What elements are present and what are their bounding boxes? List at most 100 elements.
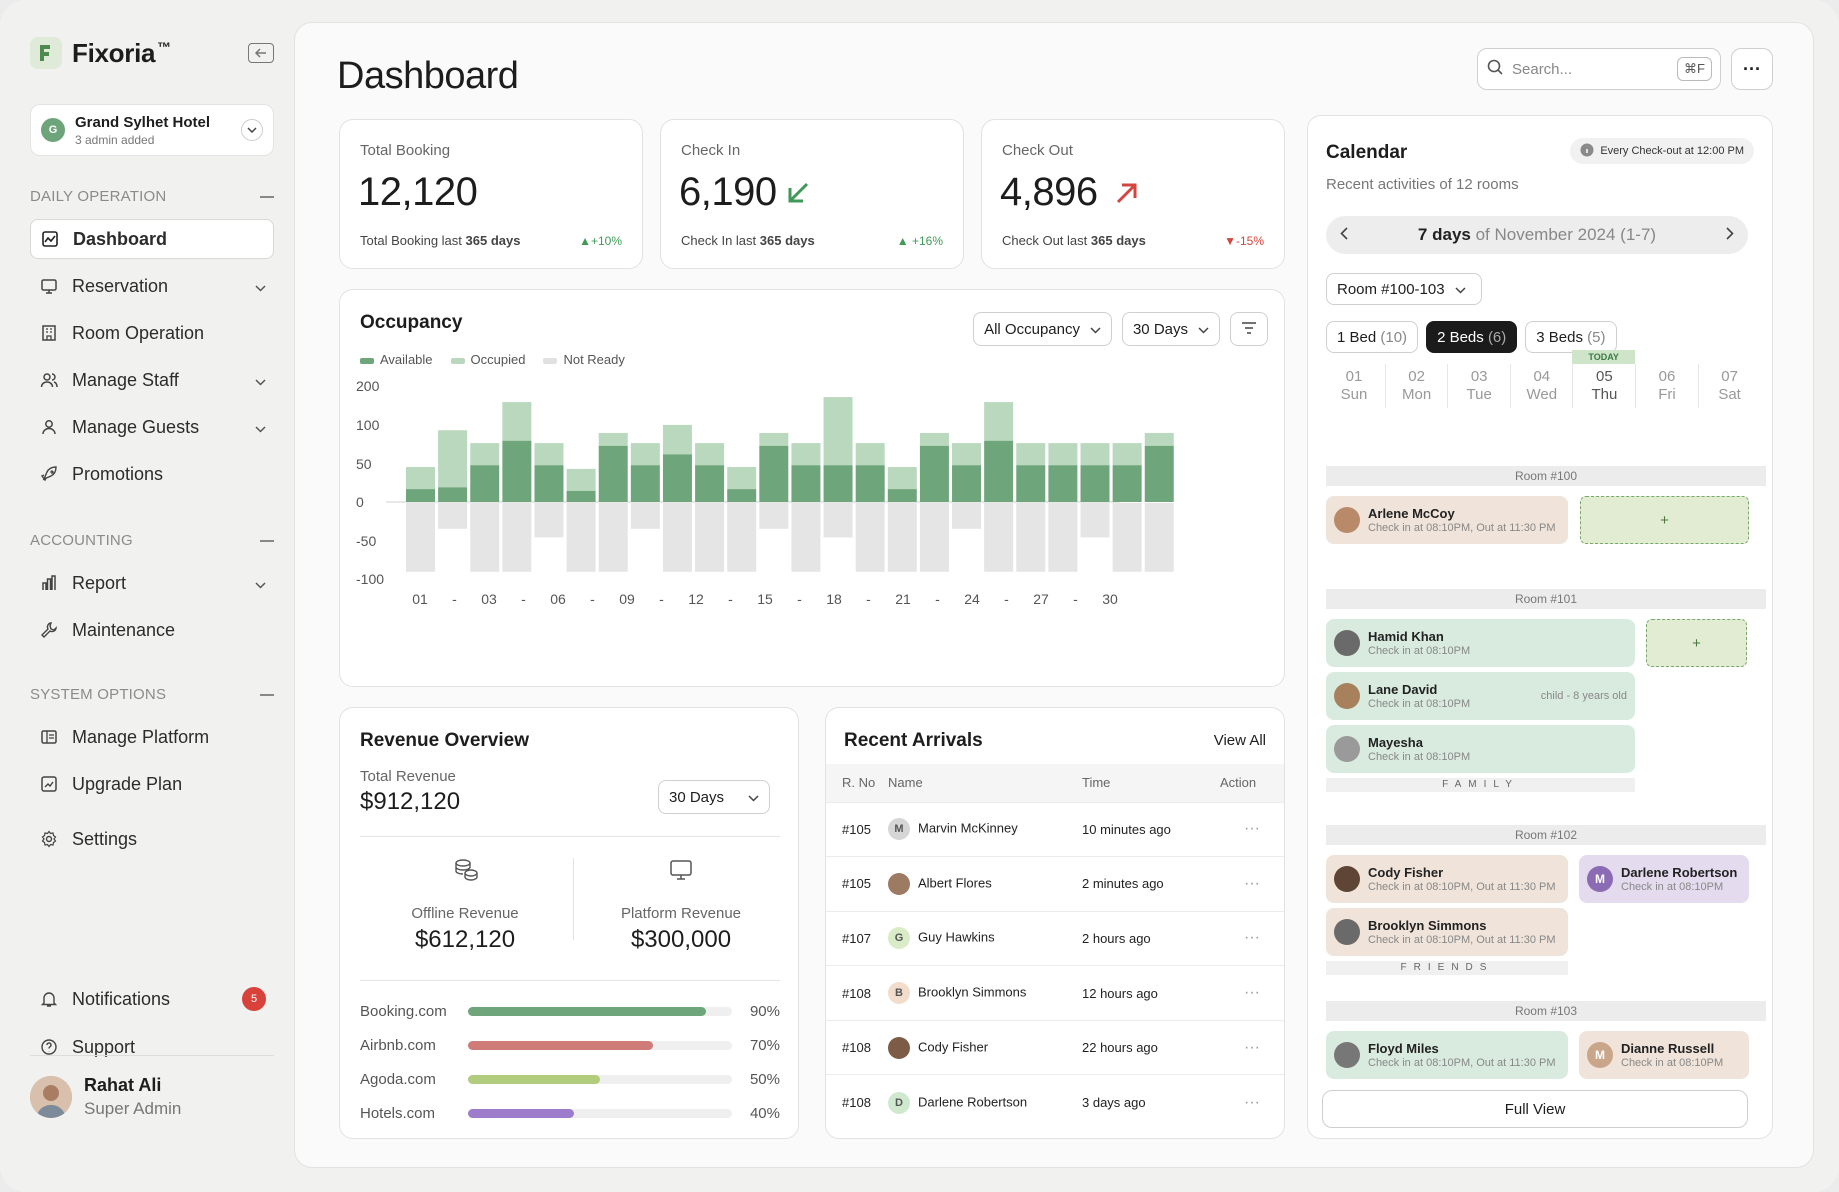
section-daily-operation[interactable]: DAILY OPERATION <box>30 188 274 205</box>
chevron-right-icon[interactable] <box>1726 225 1734 245</box>
table-row[interactable]: #107 G Guy Hawkins 2 hours ago ··· <box>826 910 1284 966</box>
bar-occupied[interactable] <box>823 397 853 466</box>
bar-available[interactable] <box>791 465 821 502</box>
bar-not-ready[interactable] <box>1112 503 1142 572</box>
row-actions-icon[interactable]: ··· <box>1220 856 1284 912</box>
booking-dianne[interactable]: M Dianne Russell Check in at 08:10PM <box>1579 1031 1749 1079</box>
bar-occupied[interactable] <box>502 402 532 441</box>
bar-available[interactable] <box>630 465 660 502</box>
day-column-header[interactable]: 06 Fri <box>1658 368 1676 403</box>
chevron-left-icon[interactable] <box>1340 225 1348 245</box>
view-all-link[interactable]: View All <box>1213 732 1266 749</box>
collapse-sidebar-icon[interactable] <box>248 43 274 63</box>
search-input[interactable]: Search... <box>1512 60 1573 78</box>
bar-not-ready[interactable] <box>1048 503 1078 572</box>
bar-available[interactable] <box>502 440 532 502</box>
sidebar-item-settings[interactable]: Settings <box>30 819 274 859</box>
bar-not-ready[interactable] <box>727 503 757 572</box>
bar-occupied[interactable] <box>791 443 821 466</box>
booking-cody[interactable]: Cody Fisher Check in at 08:10PM, Out at 1… <box>1326 855 1568 903</box>
bar-occupied[interactable] <box>1112 443 1142 466</box>
filter-button[interactable] <box>1230 312 1268 346</box>
booking-hamid[interactable]: Hamid Khan Check in at 08:10PM <box>1326 619 1635 667</box>
bar-not-ready[interactable] <box>598 503 628 572</box>
bar-available[interactable] <box>695 465 725 502</box>
bar-not-ready[interactable] <box>1016 503 1046 572</box>
bar-available[interactable] <box>598 445 628 502</box>
bar-available[interactable] <box>1144 445 1174 502</box>
bar-not-ready[interactable] <box>502 503 532 572</box>
bar-not-ready[interactable] <box>759 503 789 529</box>
row-actions-icon[interactable]: ··· <box>1220 801 1284 857</box>
booking-darlene[interactable]: M Darlene Robertson Check in at 08:10PM <box>1579 855 1749 903</box>
user-profile[interactable]: Rahat Ali Super Admin <box>30 1075 181 1119</box>
bar-available[interactable] <box>855 465 885 502</box>
bar-occupied[interactable] <box>630 443 660 466</box>
tab-1-bed[interactable]: 1 Bed (10) <box>1326 321 1419 353</box>
room-range-select[interactable]: Room #100-103 <box>1326 273 1482 305</box>
occupancy-range-select[interactable]: 30 Days <box>1121 312 1220 346</box>
bar-available[interactable] <box>1112 465 1142 502</box>
bar-not-ready[interactable] <box>470 503 500 572</box>
bar-not-ready[interactable] <box>1144 503 1174 572</box>
row-actions-icon[interactable]: ··· <box>1220 1074 1284 1130</box>
bar-available[interactable] <box>534 465 564 502</box>
sidebar-item-report[interactable]: Report <box>30 563 274 603</box>
sidebar-item-room-operation[interactable]: Room Operation <box>30 313 274 353</box>
table-row[interactable]: #108 Cody Fisher 22 hours ago ··· <box>826 1019 1284 1075</box>
occupancy-filter-select[interactable]: All Occupancy <box>973 312 1112 346</box>
bar-available[interactable] <box>566 490 596 502</box>
bar-not-ready[interactable] <box>823 503 853 538</box>
chevron-down-icon[interactable] <box>255 370 266 391</box>
table-row[interactable]: #105 Albert Flores 2 minutes ago ··· <box>826 856 1284 912</box>
bar-not-ready[interactable] <box>406 503 435 572</box>
table-row[interactable]: #108 D Darlene Robertson 3 days ago ··· <box>826 1074 1284 1130</box>
chevron-down-icon[interactable] <box>255 417 266 438</box>
chevron-down-icon[interactable] <box>255 573 266 594</box>
collapse-icon[interactable] <box>260 195 274 198</box>
bar-occupied[interactable] <box>1016 443 1046 466</box>
bar-not-ready[interactable] <box>791 503 821 572</box>
sidebar-item-notifications[interactable]: Notifications 5 <box>30 979 274 1019</box>
tab-2-beds[interactable]: 2 Beds (6) <box>1426 321 1518 353</box>
table-row[interactable]: #105 M Marvin McKinney 10 minutes ago ··· <box>826 801 1284 857</box>
bar-occupied[interactable] <box>695 443 725 466</box>
day-column-header[interactable]: 03 Tue <box>1466 368 1492 403</box>
day-column-header[interactable]: 07 Sat <box>1718 368 1741 403</box>
more-options-button[interactable]: ··· <box>1731 48 1773 90</box>
booking-brooklyn[interactable]: Brooklyn Simmons Check in at 08:10PM, Out… <box>1326 908 1568 956</box>
section-accounting[interactable]: ACCOUNTING <box>30 532 274 549</box>
day-column-header[interactable]: 01 Sun <box>1340 368 1368 403</box>
bar-not-ready[interactable] <box>534 503 564 538</box>
bar-occupied[interactable] <box>1080 443 1110 466</box>
bar-occupied[interactable] <box>855 443 885 466</box>
sidebar-item-dashboard[interactable]: Dashboard <box>30 219 274 259</box>
bar-available[interactable] <box>1080 465 1110 502</box>
bar-occupied[interactable] <box>887 467 917 490</box>
bar-occupied[interactable] <box>727 467 757 490</box>
chevron-down-icon[interactable] <box>241 119 263 141</box>
booking-lane[interactable]: Lane David Check in at 08:10PM child - 8 y… <box>1326 672 1635 720</box>
bar-not-ready[interactable] <box>952 503 982 529</box>
hotel-switcher[interactable]: G Grand Sylhet Hotel 3 admin added <box>30 104 274 156</box>
bar-available[interactable] <box>984 440 1014 502</box>
sidebar-item-support[interactable]: Support <box>30 1027 274 1067</box>
bar-occupied[interactable] <box>534 443 564 466</box>
bar-occupied[interactable] <box>759 432 789 446</box>
booking-mayesha[interactable]: Mayesha Check in at 08:10PM <box>1326 725 1635 773</box>
bar-available[interactable] <box>759 445 789 502</box>
table-row[interactable]: #108 B Brooklyn Simmons 12 hours ago ··· <box>826 965 1284 1021</box>
bar-not-ready[interactable] <box>855 503 885 572</box>
bar-not-ready[interactable] <box>887 503 917 572</box>
bar-not-ready[interactable] <box>1080 503 1110 538</box>
add-booking-slot[interactable]: + <box>1646 619 1747 667</box>
bar-available[interactable] <box>823 465 853 502</box>
bar-available[interactable] <box>919 445 949 502</box>
bar-available[interactable] <box>406 489 435 502</box>
collapse-icon[interactable] <box>260 539 274 542</box>
bar-occupied[interactable] <box>919 432 949 446</box>
day-column-header[interactable]: 04 Wed <box>1526 368 1558 403</box>
bar-occupied[interactable] <box>984 402 1014 441</box>
sidebar-item-manage-platform[interactable]: Manage Platform <box>30 717 274 757</box>
bar-occupied[interactable] <box>1144 432 1174 446</box>
